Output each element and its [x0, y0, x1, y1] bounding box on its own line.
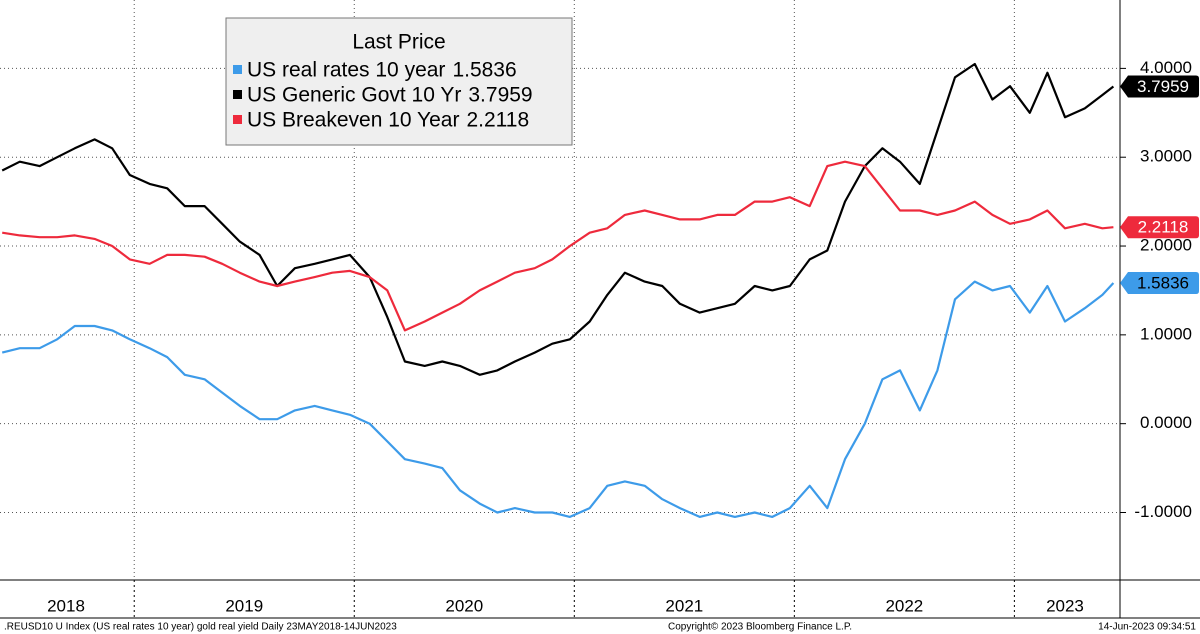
series-line	[2, 160, 1114, 332]
y-tick-label: 1.0000	[1140, 324, 1192, 343]
y-tick-label: -1.0000	[1134, 502, 1192, 521]
y-tick-label: 0.0000	[1140, 413, 1192, 432]
legend: Last Price US real rates 10 year 1.5836US…	[225, 17, 573, 146]
y-tick-label: 3.0000	[1140, 147, 1192, 166]
x-tick-label: 2023	[1046, 596, 1084, 615]
footer-left: .REUSD10 U Index (US real rates 10 year)…	[4, 622, 397, 633]
legend-value: 3.7959	[468, 84, 532, 107]
last-value-label: 1.5836	[1137, 274, 1189, 293]
footer-right: 14-Jun-2023 09:34:51	[1098, 622, 1196, 633]
legend-label: US Generic Govt 10 Yr	[247, 84, 461, 107]
last-value-tag	[1120, 216, 1199, 239]
x-tick-label: 2021	[665, 596, 703, 615]
legend-swatch	[233, 90, 242, 99]
x-tick-label: 2020	[445, 596, 483, 615]
last-value-tag	[1120, 75, 1199, 98]
last-value-tag	[1120, 272, 1199, 295]
series-line	[1, 62, 1115, 376]
legend-label: US Breakeven 10 Year	[247, 109, 459, 132]
last-value-label: 2.2118	[1138, 218, 1189, 237]
legend-value: 2.2118	[466, 109, 529, 132]
footer-center: Copyright© 2023 Bloomberg Finance L.P.	[668, 622, 852, 633]
y-tick-label: 2.0000	[1140, 236, 1192, 255]
x-tick-label: 2018	[47, 596, 85, 615]
legend-value: 1.5836	[452, 59, 516, 82]
legend-box	[225, 17, 573, 146]
legend-swatch	[233, 65, 242, 74]
x-tick-label: 2019	[225, 596, 263, 615]
legend-swatch	[233, 115, 242, 124]
axis: -1.0000 0.0000 1.0000 2.0000 3.0000 4.0000 201…	[47, 58, 1199, 618]
legend-title: Last Price	[352, 31, 445, 54]
y-tick-label: 4.0000	[1140, 58, 1192, 77]
last-value-label: 3.7959	[1137, 77, 1189, 96]
x-tick-label: 2022	[885, 596, 923, 615]
legend-label: US real rates 10 year	[247, 59, 445, 82]
series-line	[1, 280, 1115, 518]
lines	[1, 62, 1115, 518]
